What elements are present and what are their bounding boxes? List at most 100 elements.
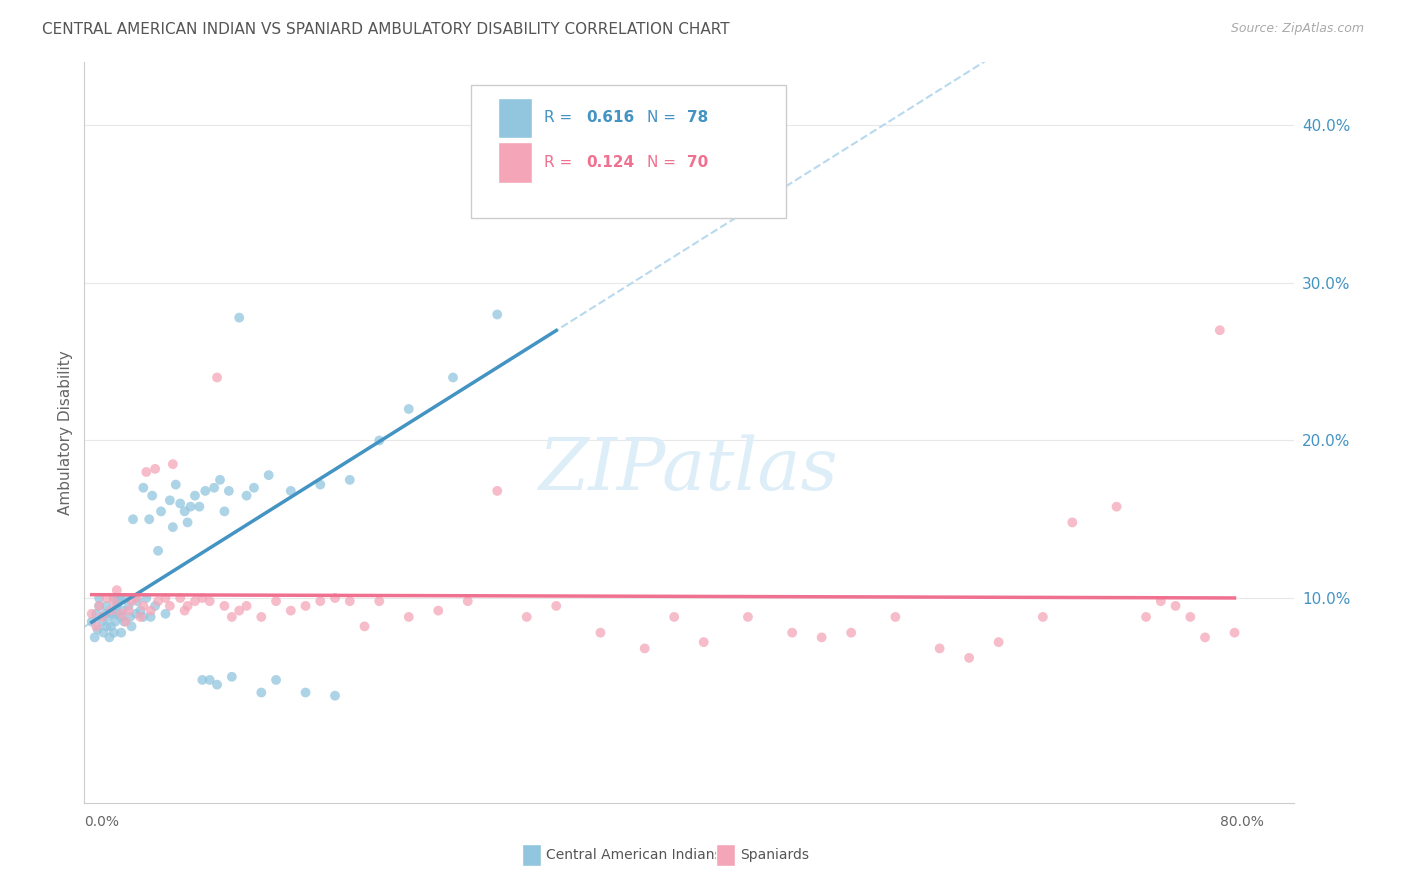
Point — [235, 489, 257, 503]
Point — [1209, 323, 1232, 337]
Point — [169, 496, 191, 510]
FancyBboxPatch shape — [498, 97, 531, 138]
Point — [205, 678, 228, 692]
Text: R =: R = — [544, 111, 576, 126]
Point — [368, 594, 391, 608]
Point — [125, 591, 148, 605]
Point — [121, 619, 143, 633]
Point — [516, 610, 538, 624]
Point — [1180, 610, 1202, 624]
Point — [257, 468, 280, 483]
Point — [96, 591, 118, 605]
Point — [110, 610, 132, 624]
Point — [198, 673, 221, 687]
Point — [80, 615, 103, 629]
Point — [96, 599, 118, 613]
Point — [101, 607, 124, 621]
Point — [214, 599, 236, 613]
Point — [987, 635, 1010, 649]
Point — [114, 615, 136, 629]
Point — [1164, 599, 1187, 613]
Point — [546, 599, 568, 613]
Point — [84, 619, 107, 633]
Point — [250, 610, 273, 624]
FancyBboxPatch shape — [498, 142, 531, 183]
Point — [110, 625, 132, 640]
Point — [486, 308, 509, 322]
Point — [309, 477, 332, 491]
Point — [1135, 610, 1157, 624]
Point — [127, 594, 149, 608]
Point — [169, 591, 191, 605]
Point — [114, 591, 136, 605]
Point — [184, 594, 207, 608]
Point — [398, 402, 420, 417]
Point — [80, 607, 103, 621]
Point — [173, 504, 195, 518]
Point — [132, 610, 155, 624]
Point — [91, 610, 114, 624]
Point — [87, 591, 110, 605]
Point — [159, 599, 181, 613]
Point — [176, 516, 198, 530]
Point — [264, 673, 287, 687]
Point — [104, 615, 127, 629]
Point — [105, 599, 128, 613]
Point — [107, 594, 129, 608]
Point — [214, 504, 236, 518]
Point — [132, 599, 155, 613]
Point — [191, 673, 214, 687]
Point — [205, 370, 228, 384]
Point — [780, 625, 803, 640]
Text: Spaniards: Spaniards — [740, 847, 808, 862]
Point — [228, 604, 250, 618]
Point — [155, 591, 177, 605]
Point — [103, 594, 125, 608]
Text: N =: N = — [647, 155, 681, 169]
Point — [173, 604, 195, 618]
Point — [427, 604, 450, 618]
Point — [323, 689, 346, 703]
Point — [664, 610, 686, 624]
Point — [98, 631, 121, 645]
Point — [839, 625, 862, 640]
Point — [97, 610, 120, 624]
Point — [737, 610, 759, 624]
Point — [125, 607, 148, 621]
Text: R =: R = — [544, 155, 576, 169]
Point — [94, 607, 117, 621]
Point — [96, 619, 118, 633]
Point — [91, 615, 114, 629]
Point — [221, 670, 243, 684]
Point — [141, 489, 163, 503]
Point — [810, 631, 832, 645]
Point — [884, 610, 907, 624]
Point — [105, 607, 128, 621]
Point — [1223, 625, 1246, 640]
Point — [398, 610, 420, 624]
Point — [280, 604, 302, 618]
Point — [1194, 631, 1216, 645]
Point — [135, 591, 157, 605]
Text: CENTRAL AMERICAN INDIAN VS SPANIARD AMBULATORY DISABILITY CORRELATION CHART: CENTRAL AMERICAN INDIAN VS SPANIARD AMBU… — [42, 22, 730, 37]
Point — [589, 625, 612, 640]
Point — [280, 483, 302, 498]
Point — [228, 310, 250, 325]
Point — [1150, 594, 1173, 608]
Point — [221, 610, 243, 624]
Point — [294, 685, 316, 699]
Point — [111, 604, 134, 618]
Point — [250, 685, 273, 699]
Point — [129, 604, 152, 618]
Text: 78: 78 — [686, 111, 707, 126]
Point — [198, 594, 221, 608]
Point — [162, 520, 184, 534]
Point — [202, 481, 225, 495]
Point — [150, 504, 173, 518]
Point — [110, 607, 132, 621]
Point — [117, 599, 139, 613]
Point — [117, 604, 139, 618]
Point — [353, 619, 375, 633]
Point — [143, 599, 166, 613]
Point — [264, 594, 287, 608]
